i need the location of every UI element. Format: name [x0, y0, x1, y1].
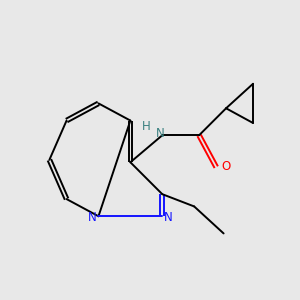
Text: N: N [164, 211, 172, 224]
Text: H: H [142, 120, 151, 133]
Text: N: N [88, 211, 97, 224]
Text: N: N [155, 127, 164, 140]
Text: O: O [221, 160, 231, 173]
